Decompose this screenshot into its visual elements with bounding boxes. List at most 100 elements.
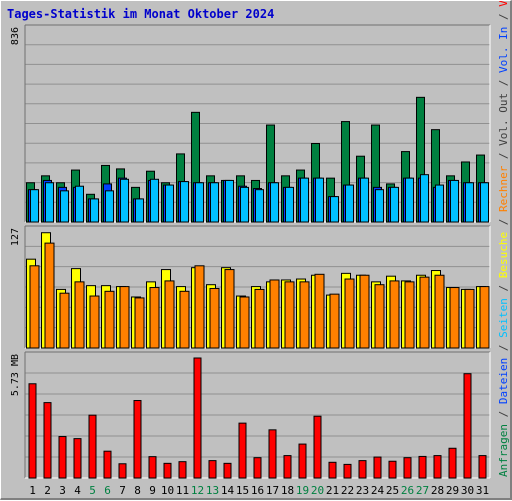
bar-rechner — [284, 281, 295, 349]
bar-rechner — [194, 265, 205, 349]
bar-volumen — [403, 457, 412, 479]
bar-seiten — [480, 182, 489, 223]
bar-volumen — [208, 460, 217, 479]
x-tick-label: 6 — [104, 484, 111, 497]
x-tick-label: 26 — [401, 484, 414, 497]
x-tick-label: 23 — [356, 484, 369, 497]
legend-entry: Vol. Out — [497, 93, 510, 146]
x-tick-label: 9 — [149, 484, 156, 497]
bar-rechner — [149, 287, 160, 349]
bar-rechner — [254, 288, 265, 349]
bar-seiten — [105, 190, 114, 223]
legend-entry: Seiten — [497, 298, 510, 338]
bar-volumen — [298, 443, 307, 479]
bar-rechner — [389, 280, 400, 349]
bar-seiten — [75, 185, 84, 223]
legend-entry: Dateien — [497, 358, 510, 404]
bar-seiten — [345, 184, 354, 223]
x-tick-label: 19 — [296, 484, 309, 497]
x-tick-label: 18 — [281, 484, 294, 497]
bar-seiten — [435, 184, 444, 223]
bar-rechner — [479, 286, 490, 349]
bar-seiten — [300, 177, 309, 223]
bar-volumen — [433, 455, 442, 479]
legend-entry: Anfragen — [497, 424, 510, 477]
bar-seiten — [210, 182, 219, 223]
bar-rechner — [434, 274, 445, 349]
bar-seiten — [30, 189, 39, 223]
bar-volumen — [163, 462, 172, 479]
bar-seiten — [240, 186, 249, 223]
bar-seiten — [330, 196, 339, 223]
bar-seiten — [375, 189, 384, 223]
bar-rechner — [209, 287, 220, 349]
bar-seiten — [45, 182, 54, 223]
bar-rechner — [29, 265, 40, 349]
x-tick-label: 7 — [119, 484, 126, 497]
bar-rechner — [104, 290, 115, 349]
legend-entry: / — [497, 278, 510, 298]
bar-volumen — [148, 456, 157, 479]
bar-rechner — [59, 292, 70, 349]
x-tick-label: 28 — [431, 484, 444, 497]
legend-entry: Vol. In — [497, 27, 510, 73]
bar-seiten — [165, 184, 174, 223]
bar-volumen — [43, 402, 52, 479]
bar-volumen — [223, 462, 232, 479]
bar-volumen — [103, 450, 112, 479]
bar-rechner — [374, 284, 385, 349]
bar-seiten — [465, 182, 474, 223]
bar-volumen — [313, 415, 322, 479]
bar-volumen — [238, 422, 247, 479]
bar-rechner — [404, 281, 415, 349]
bar-seiten — [360, 177, 369, 223]
bar-volumen — [343, 463, 352, 479]
x-tick-label: 25 — [386, 484, 399, 497]
x-tick-label: 5 — [89, 484, 96, 497]
bar-seiten — [60, 190, 69, 223]
bar-volumen — [73, 438, 82, 479]
x-tick-label: 15 — [236, 484, 249, 497]
y-max-label-3: 5.73 MB — [10, 354, 21, 396]
bar-seiten — [420, 174, 429, 223]
x-tick-label: 2 — [44, 484, 51, 497]
bar-rechner — [269, 279, 280, 349]
bar-seiten — [315, 177, 324, 223]
bar-seiten — [405, 177, 414, 223]
x-tick-label: 1 — [29, 484, 36, 497]
x-tick-label: 29 — [446, 484, 459, 497]
x-tick-label: 31 — [476, 484, 489, 497]
x-tick-label: 10 — [161, 484, 174, 497]
chart-title: Tages-Statistik im Monat Oktober 2024 — [7, 7, 275, 21]
bar-seiten — [225, 179, 234, 223]
bar-rechner — [419, 276, 430, 349]
x-tick-label: 20 — [311, 484, 324, 497]
bar-volumen — [178, 461, 187, 479]
bar-rechner — [359, 274, 370, 349]
bar-volumen — [28, 383, 37, 479]
legend-entry: / — [497, 212, 510, 232]
legend-entry: / — [497, 338, 510, 358]
x-tick-label: 14 — [221, 484, 235, 497]
legend-entry: / — [497, 146, 510, 166]
bar-rechner — [164, 280, 175, 349]
x-tick-label: 13 — [206, 484, 219, 497]
bar-seiten — [390, 186, 399, 223]
bar-seiten — [195, 182, 204, 223]
bar-rechner — [119, 286, 130, 349]
bar-seiten — [450, 179, 459, 223]
bar-seiten — [255, 189, 264, 223]
bar-rechner — [44, 242, 55, 349]
x-tick-label: 8 — [134, 484, 141, 497]
x-tick-label: 11 — [176, 484, 189, 497]
bar-volumen — [358, 460, 367, 479]
right-legend: Anfragen / Dateien / Seiten / Besuche / … — [497, 1, 510, 477]
legend-entry: / — [497, 404, 510, 424]
x-tick-label: 12 — [191, 484, 204, 497]
bar-volumen — [88, 414, 97, 479]
x-tick-label: 4 — [74, 484, 81, 497]
bar-rechner — [89, 295, 100, 349]
y-max-label-1: 836 — [10, 27, 21, 45]
bar-seiten — [90, 198, 99, 223]
